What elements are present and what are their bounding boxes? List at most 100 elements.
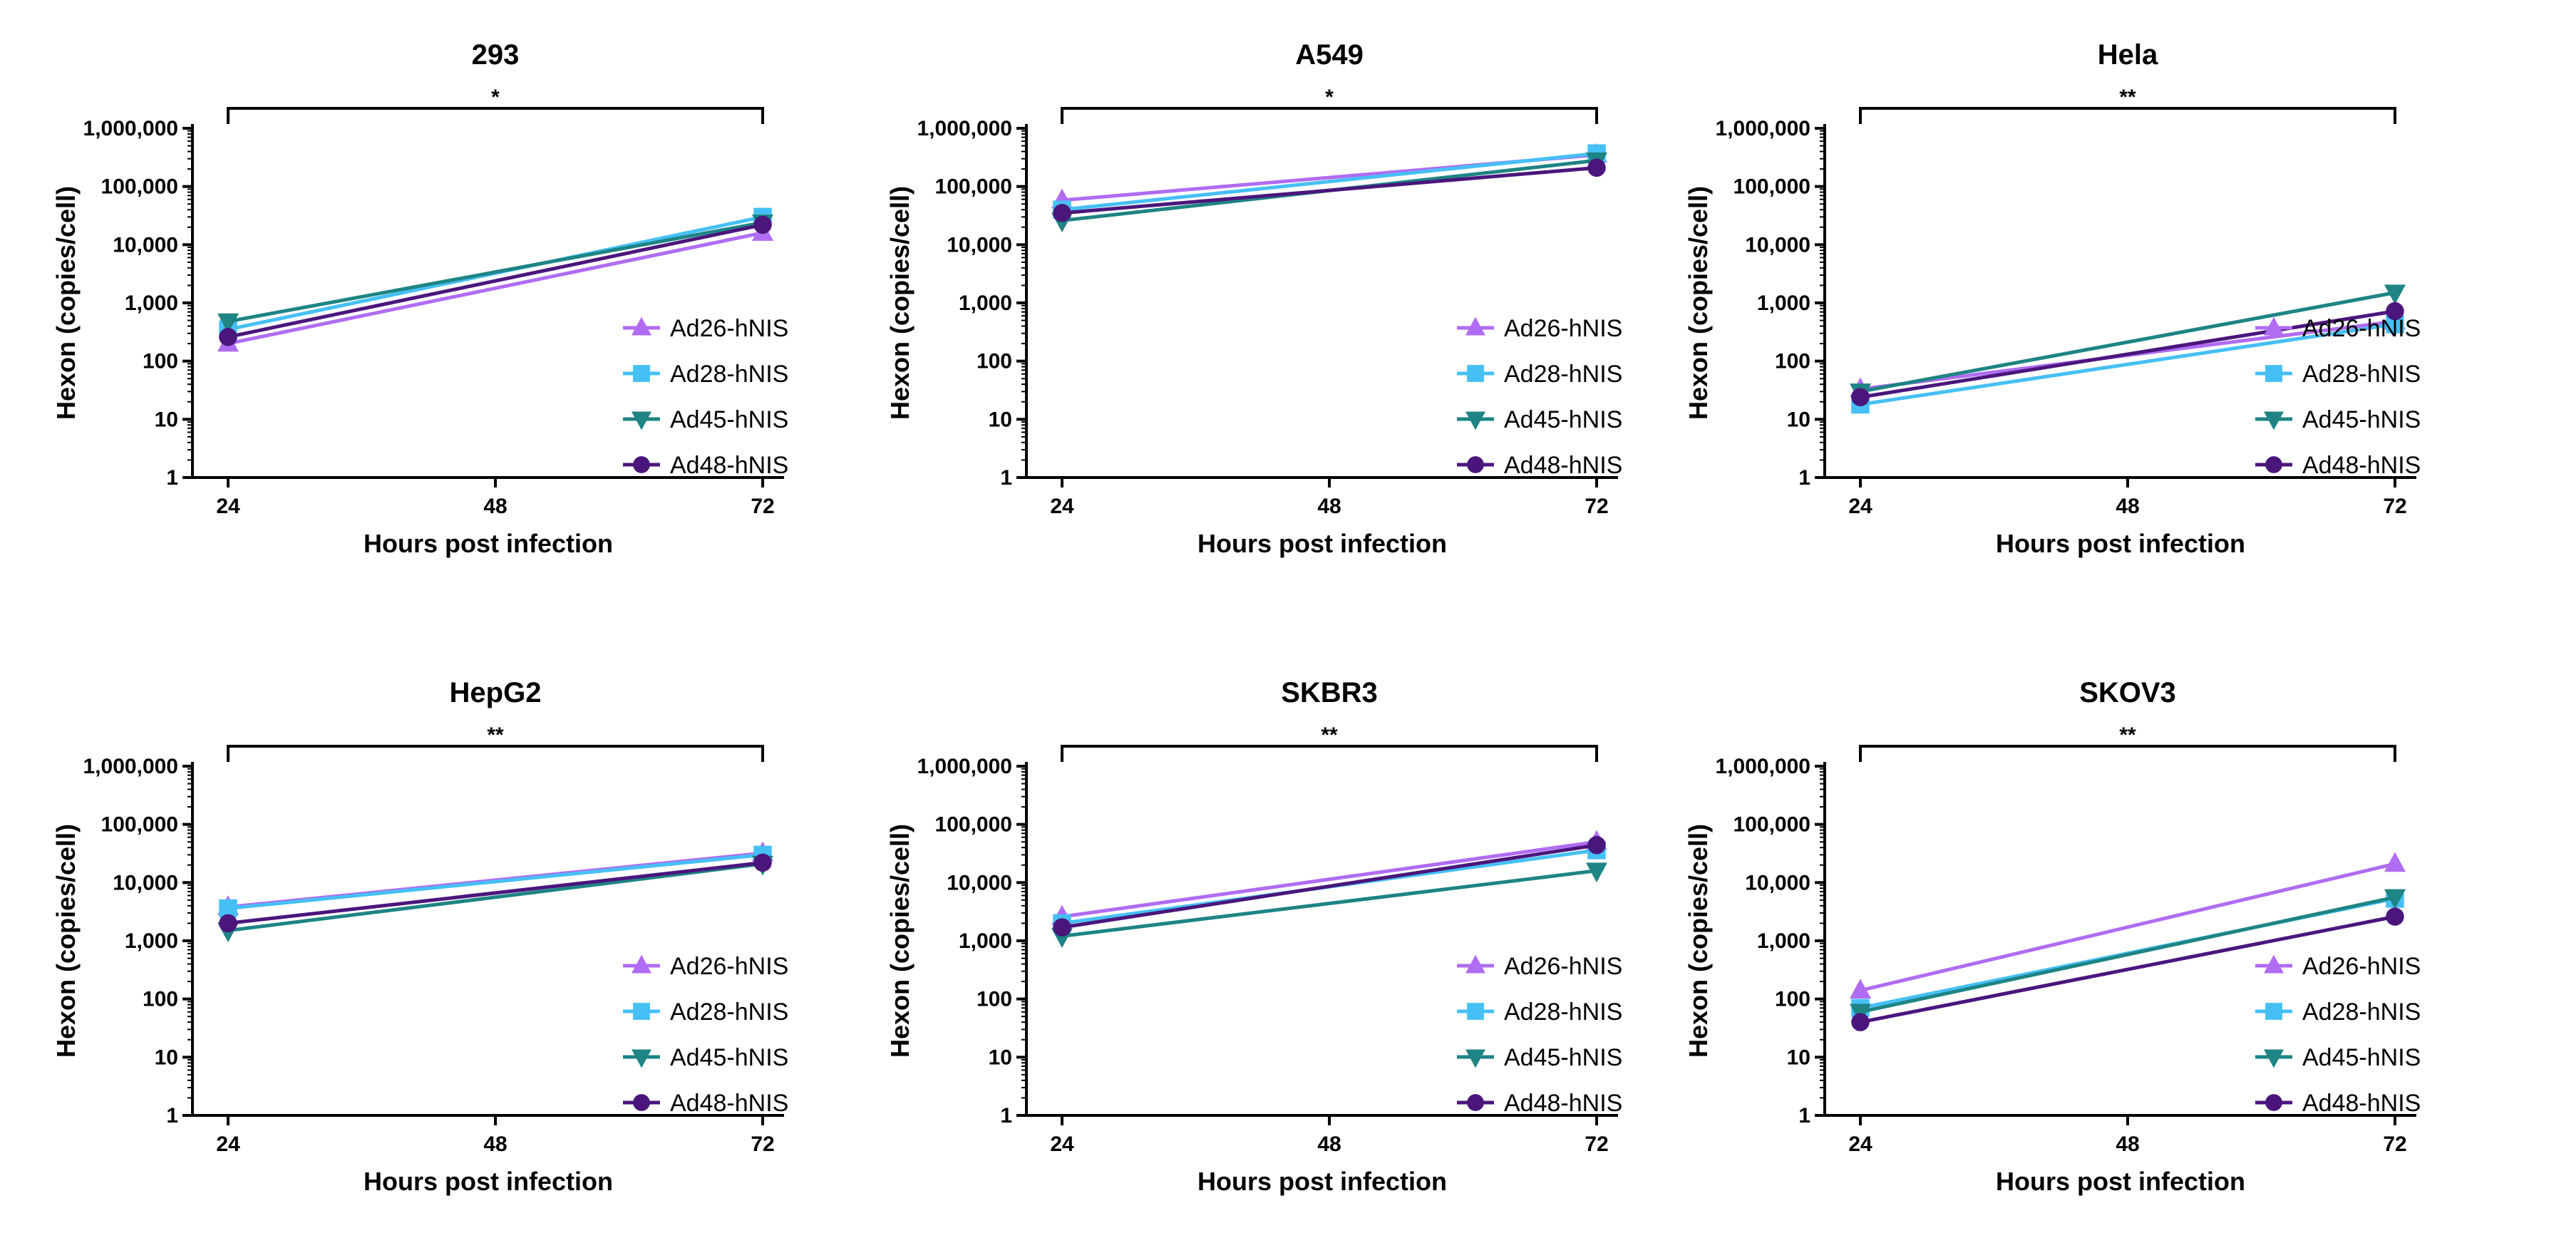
x-tick-label: 48	[2116, 495, 2139, 518]
series-line	[1860, 322, 2396, 406]
data-point	[1053, 204, 1071, 222]
x-tick-label: 48	[483, 1133, 507, 1156]
data-point	[1851, 388, 1870, 407]
legend-label: Ad26-hNIS	[2302, 315, 2421, 342]
series-line	[227, 860, 763, 925]
significance-label: **	[2119, 723, 2136, 747]
y-tick-label: 1	[1798, 466, 1810, 490]
legend-item-ad45-hnis: Ad45-hNIS	[2255, 1044, 2421, 1071]
legend-item-ad45-hnis: Ad45-hNIS	[1457, 1044, 1622, 1071]
legend-item-ad45-hnis: Ad45-hNIS	[623, 1044, 788, 1071]
chart-panel-skbr3: SKBR3 ** 1 10 100 1,000 10,000 100,000 1,000,000…	[877, 652, 1696, 1222]
legend-item-ad28-hnis: Ad28-hNIS	[1457, 361, 1622, 388]
x-axis-label: Hours post infection	[364, 529, 613, 558]
y-tick-label: 10,000	[947, 233, 1012, 257]
y-tick-label: 1,000	[1757, 929, 1810, 953]
y-tick-label: 1,000	[1757, 292, 1810, 315]
y-tick-label: 100	[977, 350, 1012, 373]
x-tick-label: 48	[1317, 1133, 1341, 1156]
legend-item-ad48-hnis: Ad48-hNIS	[623, 1090, 788, 1117]
y-tick-label: 1,000	[959, 292, 1012, 315]
chart-svg: SKBR3 ** 1 10 100 1,000 10,000 100,000 1,000,000…	[885, 677, 1622, 1196]
y-tick-label: 1	[166, 1104, 178, 1128]
y-tick-label: 10,000	[113, 871, 178, 894]
series-line	[1061, 165, 1597, 215]
y-tick-label: 10	[989, 408, 1012, 431]
y-tick-label: 1	[1000, 1104, 1012, 1128]
legend-marker	[2264, 954, 2284, 974]
y-tick-label: 1,000,000	[1716, 755, 1810, 778]
y-tick-label: 100,000	[935, 813, 1012, 837]
data-point	[217, 313, 239, 334]
legend-marker	[1465, 316, 1485, 336]
y-tick-label: 10	[1787, 1046, 1810, 1069]
data-point	[2384, 852, 2406, 872]
x-tick-label: 72	[2383, 1133, 2406, 1156]
chart-title: A549	[1295, 39, 1364, 71]
significance-bracket	[227, 107, 764, 124]
significance-label: *	[491, 86, 500, 109]
series-ad48-hnis	[1851, 907, 2404, 1031]
y-tick-label: 1,000	[125, 929, 178, 953]
series-line	[1061, 151, 1597, 212]
series-ad28-hnis	[219, 845, 772, 918]
legend-label: Ad26-hNIS	[670, 953, 788, 980]
legend-marker	[632, 411, 651, 430]
data-point	[1587, 158, 1606, 177]
chart-panel-a549: A549 * 1 10 100 1,000 10,000 100,000 1,000,000 24…	[877, 14, 1696, 584]
legend-marker	[2265, 1003, 2282, 1020]
chart-title: SKOV3	[2079, 677, 2176, 708]
legend-label: Ad28-hNIS	[2302, 999, 2421, 1026]
series-ad48-hnis	[1053, 158, 1606, 222]
y-tick-label: 100,000	[935, 175, 1012, 199]
legend-label: Ad28-hNIS	[2302, 361, 2421, 388]
significance-label: *	[1325, 86, 1334, 109]
legend-item-ad45-hnis: Ad45-hNIS	[1457, 406, 1622, 433]
y-axis-label: Hexon (copies/cell)	[51, 824, 81, 1058]
y-tick-label: 100,000	[101, 175, 178, 199]
legend-label: Ad28-hNIS	[1504, 999, 1622, 1026]
y-tick-label: 1	[166, 466, 178, 490]
legend-label: Ad26-hNIS	[1504, 315, 1622, 342]
data-point	[2384, 284, 2406, 305]
legend-marker	[2264, 316, 2284, 336]
x-tick-label: 24	[216, 1133, 240, 1156]
legend-marker	[632, 316, 651, 336]
series-line	[227, 231, 763, 346]
legend-item-ad26-hnis: Ad26-hNIS	[2255, 315, 2421, 342]
x-tick-label: 72	[751, 1133, 774, 1156]
legend-label: Ad28-hNIS	[1504, 361, 1622, 388]
data-point	[1053, 918, 1071, 937]
significance-bracket	[1859, 745, 2396, 762]
y-tick-label: 100	[977, 988, 1012, 1011]
legend-marker	[2265, 365, 2282, 382]
y-axis-label: Hexon (copies/cell)	[885, 824, 915, 1058]
data-point	[219, 914, 237, 933]
x-tick-label: 24	[1848, 495, 1872, 518]
legend-marker	[1467, 1094, 1484, 1111]
legend-marker	[1467, 456, 1484, 473]
series-line	[1061, 869, 1597, 939]
data-point	[1586, 862, 1607, 883]
series-line	[1860, 914, 2396, 1024]
y-axis-label: Hexon (copies/cell)	[51, 186, 81, 420]
series-line	[1860, 862, 2396, 993]
x-tick-label: 48	[2116, 1133, 2139, 1156]
series-line	[227, 222, 763, 339]
legend-label: Ad26-hNIS	[2302, 953, 2421, 980]
legend-marker	[633, 456, 650, 473]
series-line	[1061, 843, 1597, 929]
legend-label: Ad48-hNIS	[670, 1090, 788, 1117]
x-axis-label: Hours post infection	[1197, 1167, 1447, 1196]
significance-bracket	[1859, 107, 2396, 124]
x-tick-label: 24	[1848, 1133, 1872, 1156]
y-tick-label: 10	[155, 1046, 178, 1069]
significance-label: **	[2119, 86, 2136, 109]
chart-title: HepG2	[450, 677, 542, 708]
legend-marker	[633, 1003, 650, 1020]
data-point	[1851, 1013, 1870, 1031]
significance-bracket	[227, 745, 764, 762]
significance-label: **	[487, 723, 504, 747]
data-point	[2386, 301, 2404, 321]
data-point	[753, 215, 772, 234]
